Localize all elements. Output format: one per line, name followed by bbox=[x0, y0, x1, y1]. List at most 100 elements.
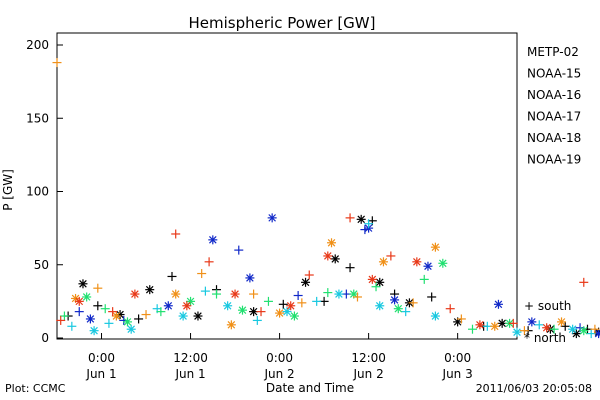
data-point bbox=[163, 301, 173, 311]
data-point bbox=[93, 283, 103, 293]
data-point bbox=[74, 307, 84, 317]
x-tick-time: 0:00 bbox=[444, 351, 471, 365]
y-tick-label: 200 bbox=[26, 38, 49, 52]
data-point bbox=[145, 285, 155, 295]
x-tick-date: Jun 2 bbox=[263, 367, 294, 381]
chart-title: Hemispheric Power [GW] bbox=[189, 14, 376, 32]
data-point bbox=[212, 289, 222, 299]
data-point bbox=[245, 273, 255, 283]
data-point bbox=[412, 257, 422, 267]
data-point bbox=[93, 301, 103, 311]
data-point bbox=[204, 257, 214, 267]
data-point bbox=[542, 323, 552, 333]
data-point bbox=[364, 219, 374, 229]
legend-south: + south bbox=[524, 299, 571, 313]
data-point bbox=[156, 307, 166, 317]
legend-entry: NOAA-18 bbox=[527, 131, 581, 145]
data-point bbox=[200, 286, 210, 296]
data-point bbox=[371, 282, 381, 292]
data-point bbox=[52, 58, 62, 68]
x-axis-label: Date and Time bbox=[266, 381, 354, 395]
legend-entry: NOAA-15 bbox=[527, 67, 581, 81]
data-point bbox=[579, 326, 589, 336]
data-point bbox=[182, 301, 192, 311]
data-point bbox=[256, 307, 266, 317]
x-axis: 0:00 Jun 1 12:00 Jun 1 0:00 Jun 2 12:00 Jun 2 0:… bbox=[85, 333, 473, 381]
y-tick-label: 50 bbox=[34, 258, 49, 272]
data-point bbox=[197, 269, 207, 279]
data-point bbox=[278, 299, 288, 309]
x-tick-date: Jun 3 bbox=[442, 367, 473, 381]
data-point bbox=[423, 261, 433, 271]
data-point bbox=[401, 307, 411, 317]
data-point bbox=[475, 320, 485, 330]
data-point bbox=[275, 308, 285, 318]
data-point bbox=[122, 317, 132, 327]
data-point bbox=[512, 327, 522, 337]
data-point bbox=[78, 279, 88, 289]
data-point bbox=[111, 311, 121, 321]
legend-entry: NOAA-16 bbox=[527, 88, 581, 102]
legend-north: * north bbox=[524, 331, 566, 345]
y-axis-label: P [GW] bbox=[1, 169, 15, 211]
x-tick-date: Jun 2 bbox=[353, 367, 384, 381]
data-point bbox=[267, 213, 277, 223]
legend-entry: METP-02 bbox=[527, 45, 579, 59]
plot-frame bbox=[56, 32, 518, 340]
data-point bbox=[519, 326, 529, 336]
data-point bbox=[352, 292, 362, 302]
data-point bbox=[249, 289, 259, 299]
data-point bbox=[301, 277, 311, 287]
data-point bbox=[356, 214, 366, 224]
data-point bbox=[467, 324, 477, 334]
data-point bbox=[178, 311, 188, 321]
data-point bbox=[237, 305, 247, 315]
x-tick-time: 12:00 bbox=[173, 351, 208, 365]
data-point bbox=[67, 321, 77, 331]
legend-entry: NOAA-19 bbox=[527, 153, 581, 167]
data-point bbox=[312, 296, 322, 306]
data-point bbox=[456, 314, 466, 324]
data-point bbox=[108, 307, 118, 317]
data-point bbox=[327, 238, 337, 248]
data-point bbox=[130, 289, 140, 299]
data-point bbox=[304, 270, 314, 280]
x-tick-date: Jun 1 bbox=[85, 367, 116, 381]
data-point bbox=[427, 292, 437, 302]
data-point bbox=[171, 229, 181, 239]
data-point bbox=[141, 310, 151, 320]
data-point bbox=[59, 311, 69, 321]
data-point bbox=[579, 277, 589, 287]
data-point bbox=[252, 315, 262, 325]
legend: METP-02 NOAA-15 NOAA-16 NOAA-17 NOAA-18 NOAA-… bbox=[527, 45, 581, 167]
data-point bbox=[85, 314, 95, 324]
y-axis: 0 50 100 150 200 bbox=[26, 38, 63, 345]
data-point bbox=[378, 257, 388, 267]
x-tick-time: 0:00 bbox=[88, 351, 115, 365]
data-point bbox=[193, 311, 203, 321]
data-point bbox=[234, 245, 244, 255]
data-point bbox=[89, 326, 99, 336]
data-point bbox=[345, 213, 355, 223]
data-point bbox=[334, 289, 344, 299]
footer-timestamp: 2011/06/03 20:05:08 bbox=[475, 382, 592, 395]
y-tick-label: 0 bbox=[41, 331, 49, 345]
x-tick-time: 0:00 bbox=[266, 351, 293, 365]
data-point bbox=[408, 298, 418, 308]
data-point bbox=[293, 291, 303, 301]
data-point bbox=[568, 324, 578, 334]
data-point bbox=[74, 296, 84, 306]
data-point bbox=[390, 295, 400, 305]
data-point bbox=[330, 254, 340, 264]
x-tick-date: Jun 1 bbox=[174, 367, 205, 381]
data-point bbox=[367, 274, 377, 284]
data-point bbox=[430, 242, 440, 252]
data-point bbox=[375, 301, 385, 311]
data-point bbox=[230, 289, 240, 299]
data-point bbox=[453, 317, 463, 327]
data-point bbox=[345, 263, 355, 273]
data-point bbox=[100, 304, 110, 314]
data-point bbox=[282, 307, 292, 317]
legend-entry: NOAA-17 bbox=[527, 110, 581, 124]
